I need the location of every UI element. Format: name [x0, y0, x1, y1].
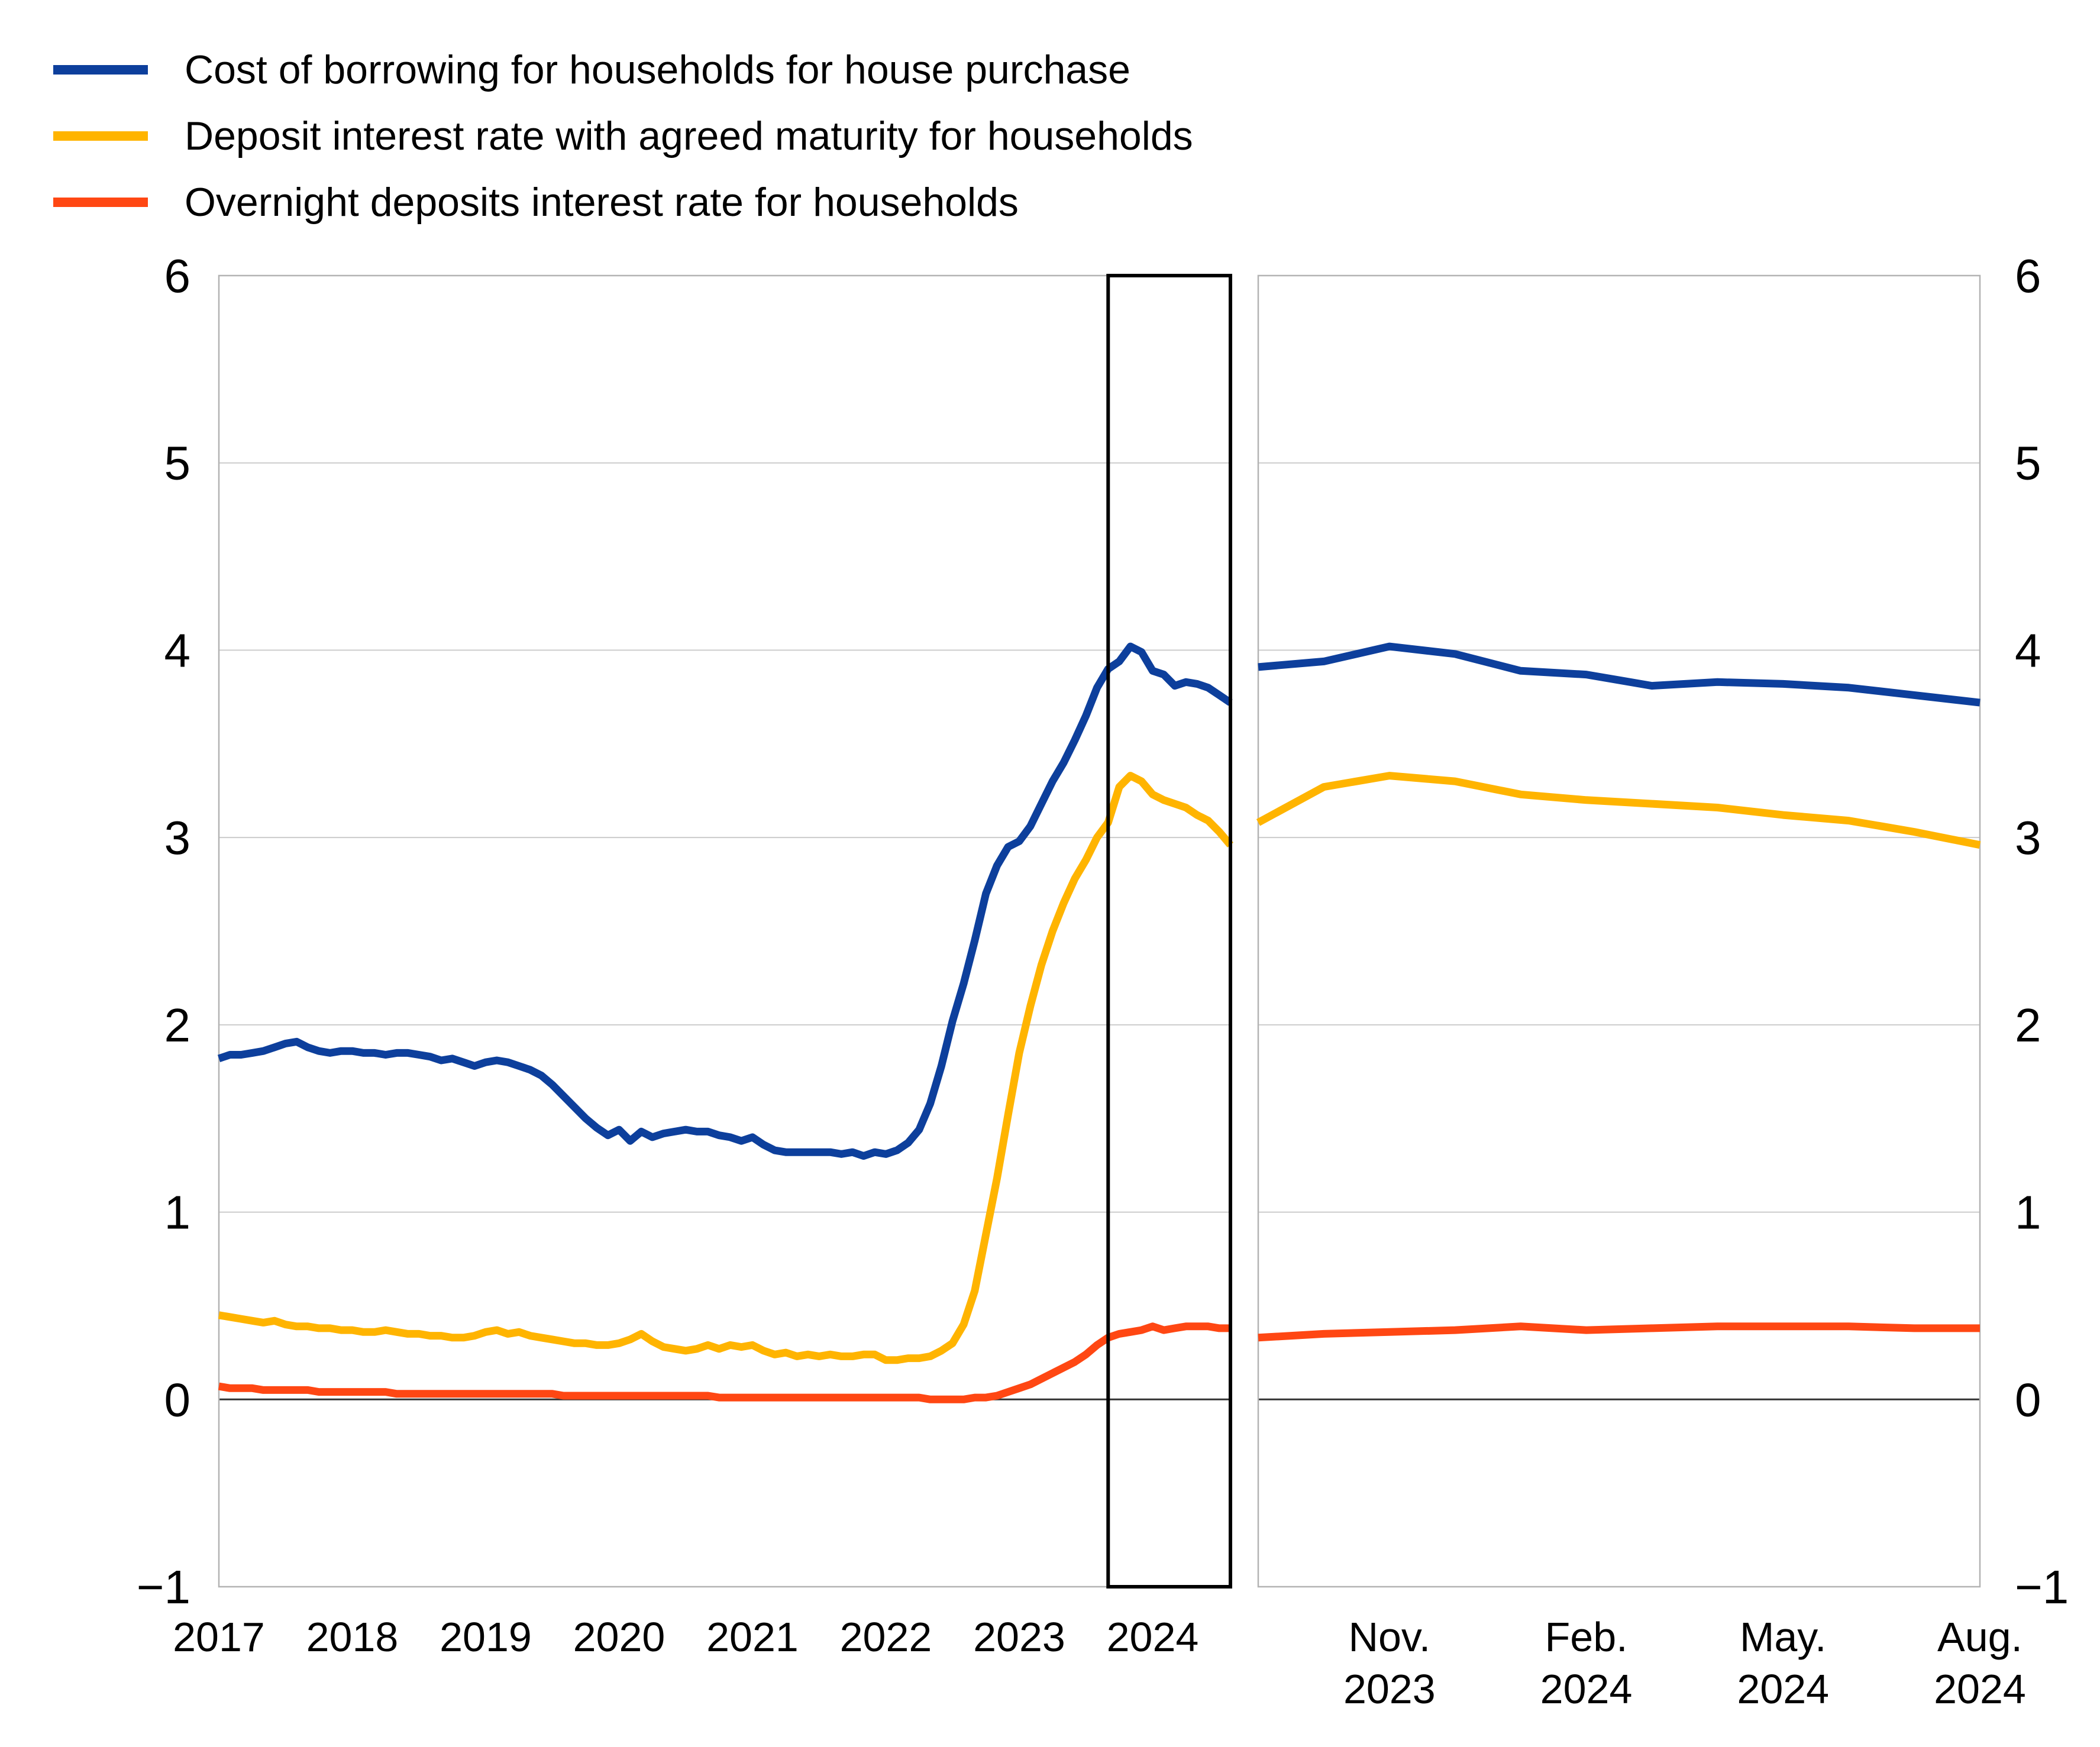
x-tick-label-year: 2023 [973, 1614, 1065, 1660]
series-line-overnight-deposits-recent-zoom [1258, 1322, 1980, 1342]
y-tick-label-right: 6 [2015, 250, 2041, 302]
legend-label: Deposit interest rate with agreed maturi… [185, 114, 1193, 158]
x-tick-label-month: May. [1740, 1614, 1827, 1660]
legend-swatch-blue-line-icon [53, 65, 148, 75]
x-tick-label-month-year: 2024 [1934, 1666, 2026, 1712]
panel-recent-zoom: 6 5 4 3 2 1 0 −1 Nov. 2023 Feb. 2024 May. 2024 Aug. 202… [1256, 250, 2069, 1712]
legend-item-overnight-deposits: Overnight deposits interest rate for hou… [0, 169, 1193, 235]
series-line-overnight-deposits-full-history [218, 1322, 1230, 1403]
y-tick-label-left: 6 [164, 250, 191, 302]
x-tick-label-month-year: 2024 [1540, 1666, 1633, 1712]
y-tick-label-left: 4 [164, 624, 191, 677]
highlight-box [1106, 274, 1233, 1589]
x-tick-label-year: 2021 [706, 1614, 799, 1660]
x-tick-label-month-year: 2023 [1343, 1666, 1436, 1712]
x-tick-label-year: 2018 [306, 1614, 399, 1660]
x-tick-label-year: 2024 [1107, 1614, 1199, 1660]
series-line-deposit-agreed-maturity-full-history [218, 772, 1233, 1364]
chart-legend: Cost of borrowing for households for hou… [0, 37, 1193, 235]
legend-item-deposit-agreed-maturity: Deposit interest rate with agreed maturi… [0, 103, 1193, 169]
y-tick-label-left: 5 [164, 437, 191, 490]
y-tick-label-right: 2 [2015, 999, 2041, 1052]
x-tick-label-year: 2020 [573, 1614, 665, 1660]
y-tick-label-right: 3 [2015, 811, 2041, 864]
y-tick-label-left: 0 [164, 1373, 191, 1426]
panel-border [1257, 274, 1981, 1588]
x-tick-label-month: Feb. [1545, 1614, 1628, 1660]
y-tick-label-right: 0 [2015, 1373, 2041, 1426]
y-tick-label-right: 5 [2015, 437, 2041, 490]
x-tick-label-year: 2017 [173, 1614, 265, 1660]
y-tick-label-left: 1 [164, 1186, 191, 1239]
x-tick-label-month: Aug. [1937, 1614, 2023, 1660]
y-tick-label-right: −1 [2015, 1561, 2069, 1613]
legend-label: Overnight deposits interest rate for hou… [185, 180, 1019, 225]
x-tick-label-month: Nov. [1348, 1614, 1430, 1660]
y-tick-label-left: −1 [137, 1561, 190, 1613]
y-tick-label-right: 1 [2015, 1186, 2041, 1239]
legend-item-cost-of-borrowing: Cost of borrowing for households for hou… [0, 37, 1193, 103]
y-tick-label-left: 2 [164, 999, 191, 1052]
x-tick-label-year: 2019 [440, 1614, 532, 1660]
series-line-deposit-agreed-maturity-recent-zoom [1256, 772, 1981, 849]
y-tick-label-left: 3 [164, 811, 191, 864]
legend-swatch-red-line-icon [53, 198, 148, 207]
legend-swatch-yellow-line-icon [53, 131, 148, 141]
y-tick-label-right: 4 [2015, 624, 2041, 677]
legend-label: Cost of borrowing for households for hou… [185, 47, 1130, 92]
x-tick-label-year: 2022 [840, 1614, 932, 1660]
x-tick-label-month-year: 2024 [1737, 1666, 1829, 1712]
series-line-cost-of-borrowing-recent-zoom [1258, 642, 1981, 707]
series-line-cost-of-borrowing-full-history [217, 642, 1233, 1160]
